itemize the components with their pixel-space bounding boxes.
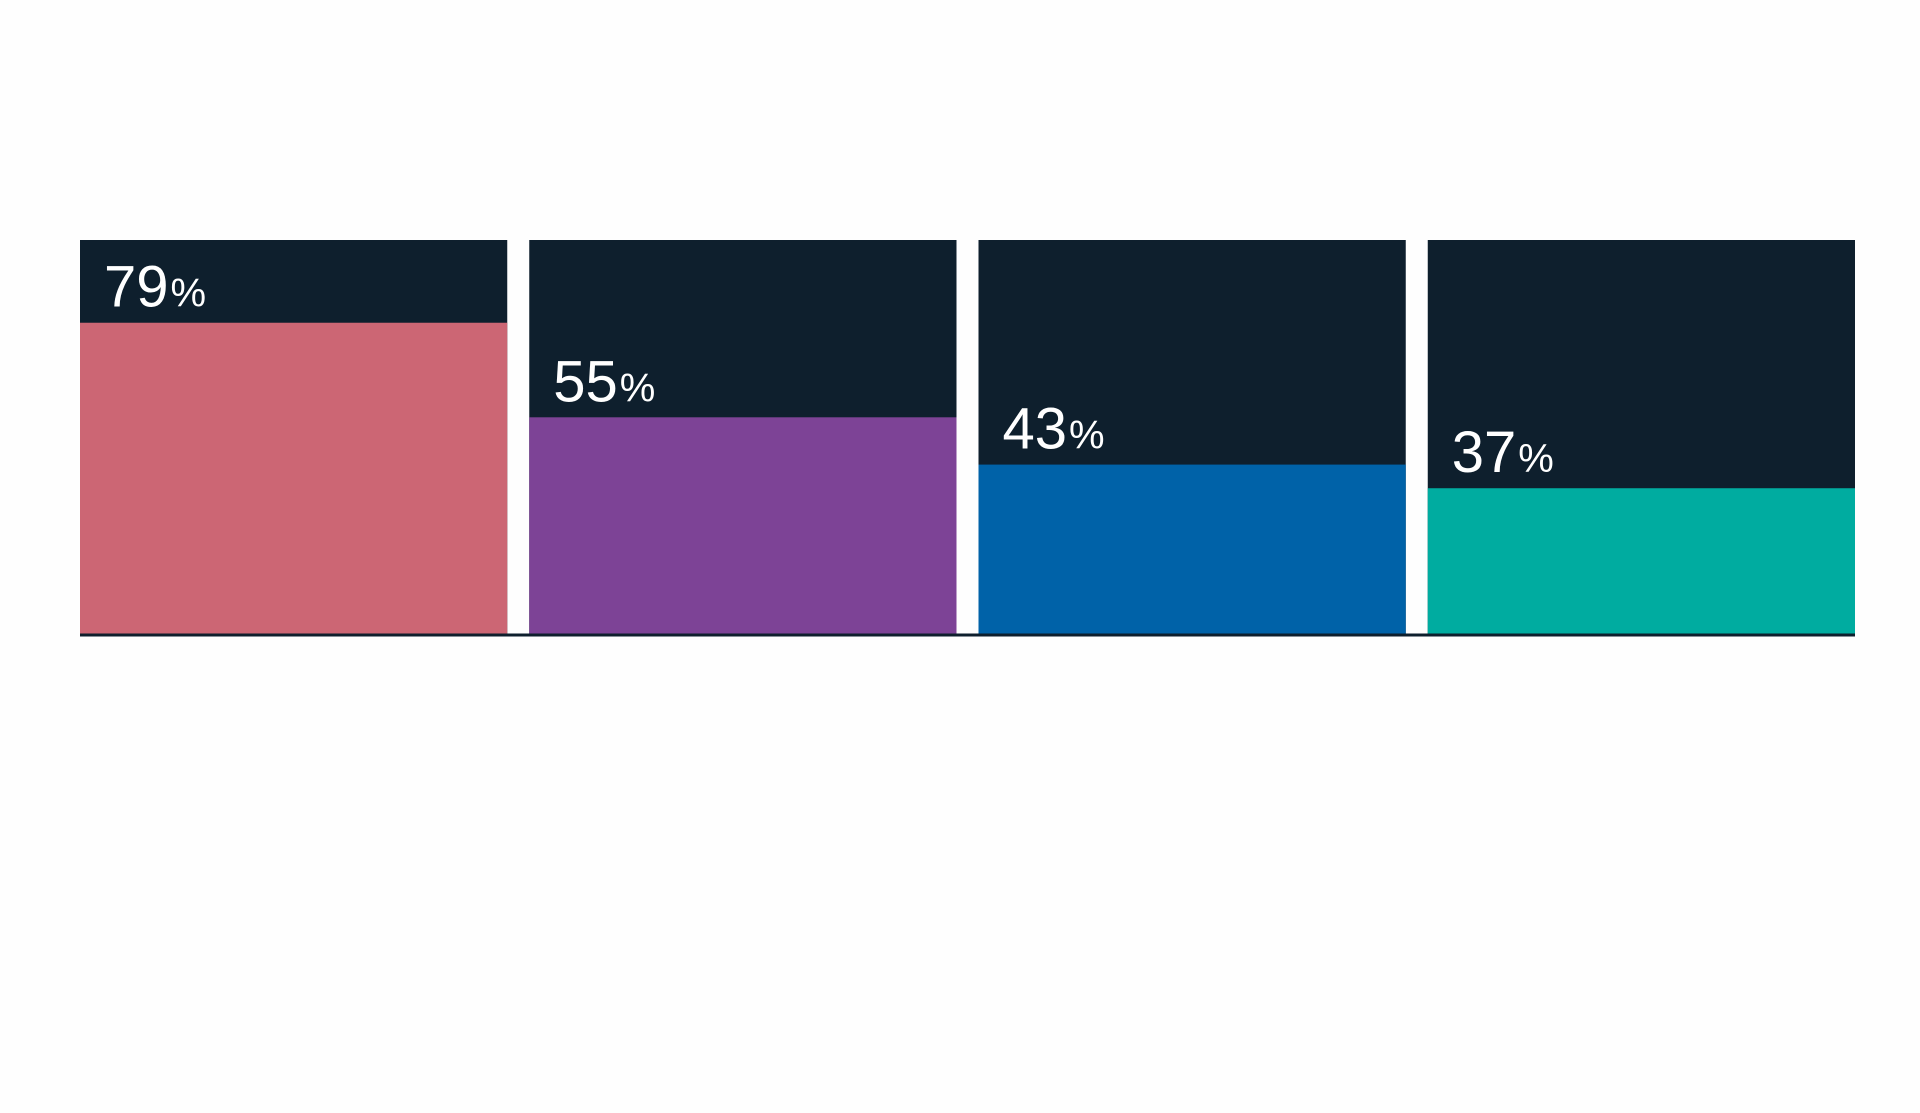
bar-4 (1427, 488, 1855, 634)
data-label-4: 37% (1452, 420, 1554, 485)
data-label-2: 55% (553, 349, 655, 414)
data-label-3: 43% (1003, 397, 1105, 462)
bar-2 (529, 417, 957, 634)
bar-1 (80, 322, 508, 634)
data-label-1: 79% (104, 255, 206, 320)
bar-3 (978, 464, 1406, 634)
